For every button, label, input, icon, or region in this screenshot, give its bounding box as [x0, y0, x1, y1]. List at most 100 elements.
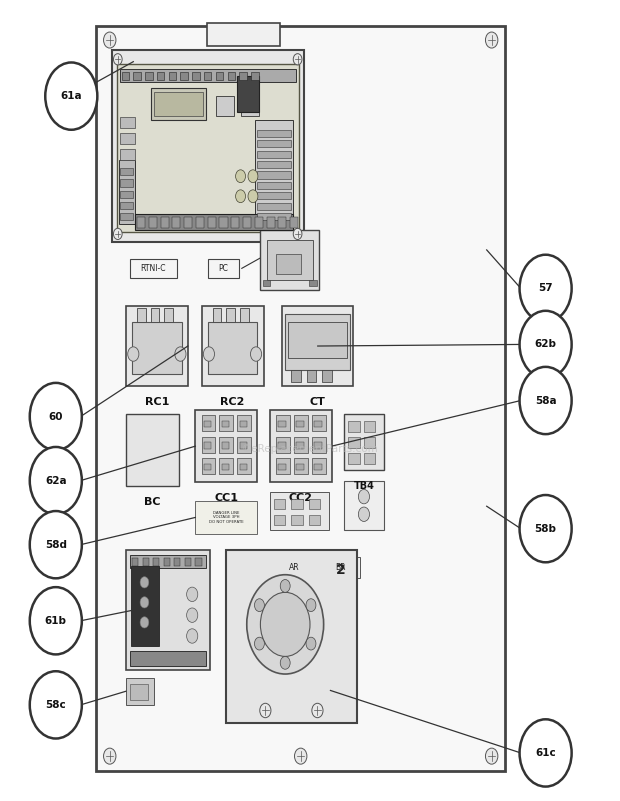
Text: 58d: 58d: [45, 540, 67, 549]
Bar: [126, 678, 154, 705]
Bar: [270, 410, 332, 482]
Bar: [149, 217, 157, 228]
Text: CC1: CC1: [215, 493, 238, 503]
Circle shape: [248, 170, 258, 183]
Bar: [294, 415, 308, 431]
Text: AR: AR: [289, 563, 300, 573]
Bar: [257, 213, 291, 220]
Circle shape: [294, 748, 307, 764]
Bar: [270, 492, 329, 530]
Bar: [348, 437, 360, 448]
Bar: [314, 442, 322, 449]
Bar: [117, 64, 299, 232]
Bar: [257, 140, 291, 147]
Bar: [174, 558, 180, 566]
Bar: [251, 72, 259, 80]
Bar: [348, 421, 360, 432]
Text: 58a: 58a: [535, 396, 556, 405]
Text: 60: 60: [48, 412, 63, 421]
Bar: [237, 415, 251, 431]
Bar: [206, 23, 280, 46]
Bar: [151, 88, 206, 120]
Bar: [276, 557, 313, 578]
Bar: [285, 314, 350, 370]
Circle shape: [280, 580, 290, 593]
Circle shape: [247, 575, 324, 674]
Bar: [151, 308, 159, 322]
Bar: [290, 217, 298, 228]
Circle shape: [30, 447, 82, 514]
Bar: [204, 442, 211, 449]
Bar: [291, 370, 301, 382]
Bar: [122, 72, 129, 80]
Bar: [274, 499, 285, 509]
Circle shape: [485, 748, 498, 764]
Bar: [291, 499, 303, 509]
Bar: [257, 130, 291, 137]
Bar: [202, 458, 215, 474]
Circle shape: [175, 347, 186, 361]
Bar: [180, 72, 188, 80]
Text: 62a: 62a: [45, 476, 66, 485]
Bar: [278, 421, 286, 427]
Bar: [164, 308, 173, 322]
Circle shape: [254, 638, 264, 650]
Bar: [291, 515, 303, 525]
Bar: [112, 50, 304, 242]
Text: 61a: 61a: [61, 91, 82, 101]
Bar: [276, 254, 301, 274]
Bar: [237, 437, 251, 453]
Circle shape: [260, 593, 310, 656]
Bar: [196, 217, 204, 228]
Circle shape: [280, 656, 290, 669]
Circle shape: [358, 489, 370, 504]
Bar: [307, 370, 316, 382]
Bar: [257, 182, 291, 189]
Bar: [161, 217, 169, 228]
Text: CT: CT: [310, 397, 326, 407]
Circle shape: [358, 507, 370, 521]
Bar: [120, 168, 133, 175]
Bar: [184, 217, 192, 228]
Bar: [257, 203, 291, 210]
Bar: [222, 421, 229, 427]
Bar: [344, 481, 384, 530]
Bar: [263, 280, 270, 286]
Bar: [169, 72, 176, 80]
Bar: [119, 160, 135, 224]
Circle shape: [236, 190, 246, 203]
Circle shape: [312, 703, 323, 718]
Circle shape: [306, 598, 316, 612]
Text: 57: 57: [538, 284, 553, 293]
Bar: [260, 230, 319, 290]
Bar: [228, 72, 235, 80]
Bar: [267, 217, 275, 228]
Text: RTNI-C: RTNI-C: [140, 264, 166, 273]
Bar: [322, 557, 360, 578]
Bar: [133, 72, 141, 80]
Circle shape: [248, 190, 258, 203]
Bar: [120, 202, 133, 209]
Circle shape: [113, 54, 122, 65]
Bar: [132, 558, 138, 566]
Bar: [195, 410, 257, 482]
Text: 58c: 58c: [45, 700, 66, 710]
Text: 62b: 62b: [534, 340, 557, 349]
Bar: [314, 464, 322, 470]
Circle shape: [187, 608, 198, 622]
Bar: [219, 437, 233, 453]
Circle shape: [254, 598, 264, 612]
Text: 2: 2: [336, 563, 346, 578]
Bar: [120, 149, 135, 160]
Bar: [164, 558, 170, 566]
Text: 58b: 58b: [534, 524, 557, 533]
Bar: [120, 179, 133, 187]
Bar: [202, 415, 215, 431]
Circle shape: [30, 587, 82, 654]
Circle shape: [236, 170, 246, 183]
Bar: [257, 192, 291, 199]
Circle shape: [260, 703, 271, 718]
Bar: [240, 421, 247, 427]
Text: PC: PC: [218, 264, 228, 273]
Bar: [126, 306, 188, 386]
